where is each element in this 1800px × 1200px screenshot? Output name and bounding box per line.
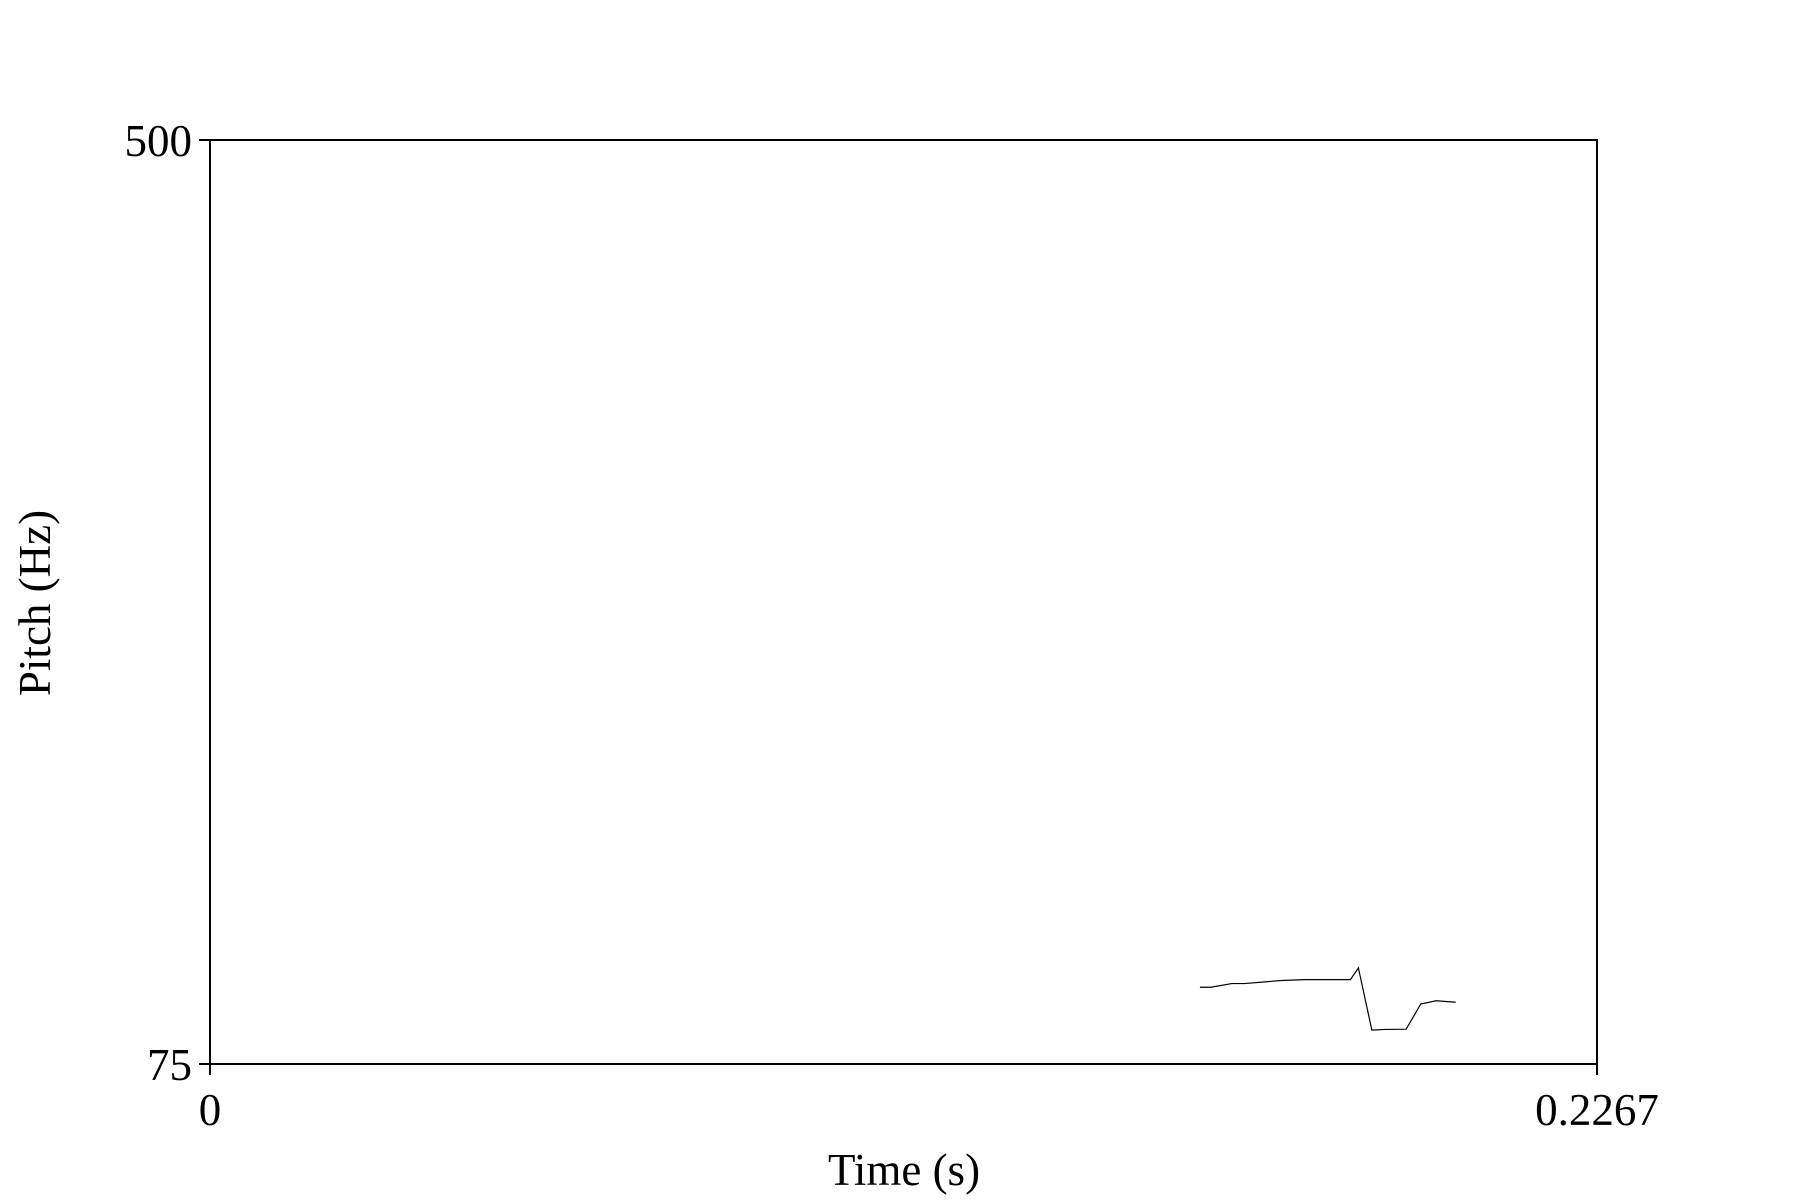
x-axis-title: Time (s) — [828, 1145, 980, 1195]
y-axis-title: Pitch (Hz) — [10, 510, 60, 696]
x-tick-label-max: 0.2267 — [1535, 1085, 1659, 1135]
pitch-series-line — [1199, 966, 1456, 1031]
x-tick-label-min: 0 — [199, 1085, 222, 1135]
series-layer — [1199, 966, 1456, 1031]
plot-frame — [209, 139, 1598, 1065]
y-tick-label-min: 75 — [147, 1040, 192, 1090]
y-tick-label-max: 500 — [125, 116, 193, 166]
